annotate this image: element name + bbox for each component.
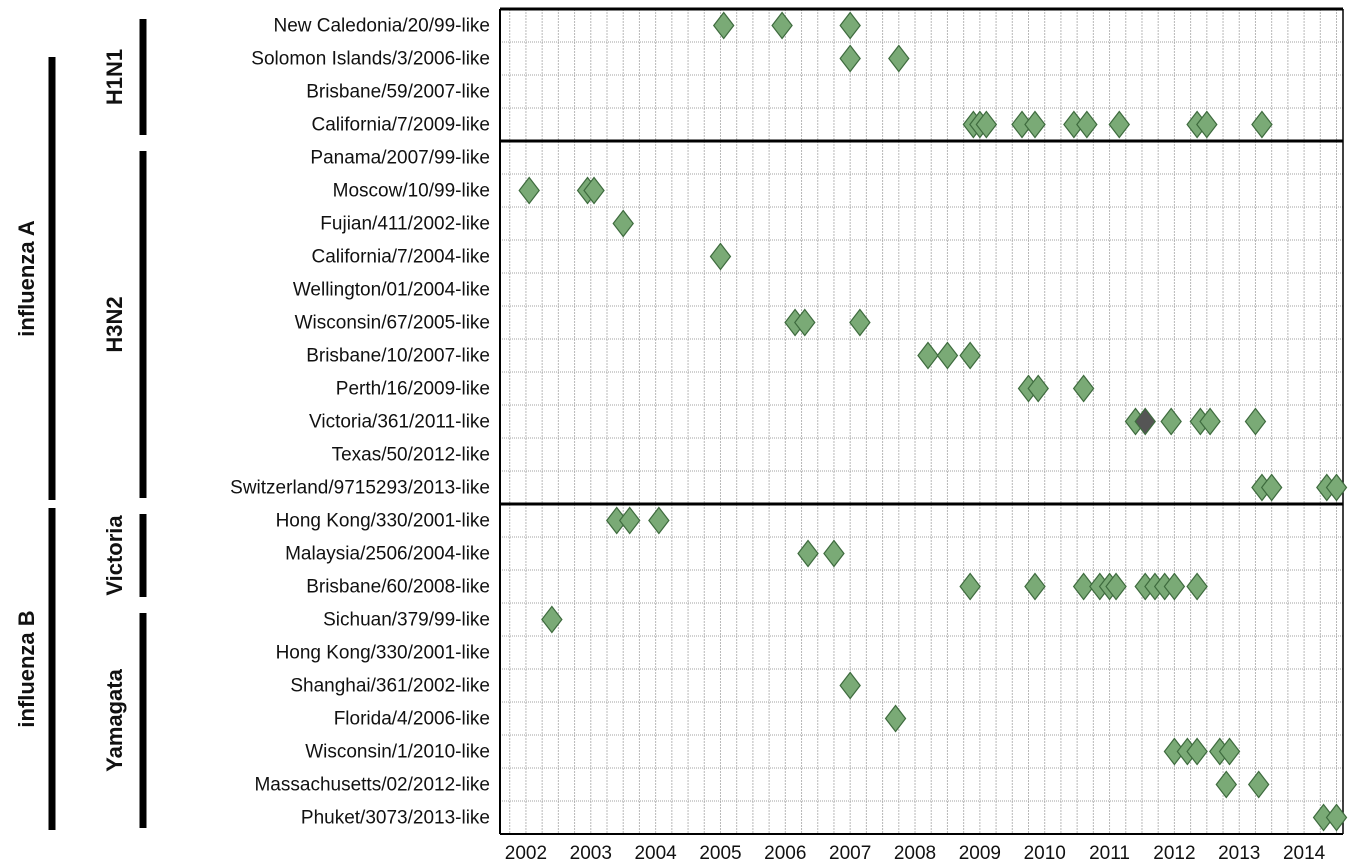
row-label: Sichuan/379/99-like: [323, 610, 490, 631]
diamond-marker: [823, 539, 845, 568]
row-label: Shanghai/361/2002-like: [290, 676, 490, 697]
row-label: Switzerland/9715293/2013-like: [230, 478, 490, 499]
diamond-marker: [959, 341, 981, 370]
x-tick-label: 2006: [764, 843, 806, 863]
diamond-marker: [839, 11, 861, 40]
row-label: Malaysia/2506/2004-like: [285, 544, 490, 565]
diamond-marker: [1260, 473, 1283, 502]
diamond-marker: [839, 671, 861, 700]
diamond-marker: [1218, 737, 1241, 766]
diamond-marker: [1325, 473, 1348, 502]
diamond-marker: [709, 242, 732, 271]
diamond-marker: [1108, 110, 1131, 139]
diamond-marker: [1072, 374, 1095, 403]
diamond-marker: [959, 572, 981, 601]
diamond-marker: [1024, 110, 1046, 139]
diamond-marker: [518, 176, 540, 205]
diamond-marker: [1247, 770, 1270, 799]
diamond-marker: [1196, 110, 1218, 139]
x-tick-label: 2002: [505, 843, 547, 863]
group-label: influenza B: [14, 610, 39, 727]
row-label: Wisconsin/1/2010-like: [305, 742, 490, 763]
diamond-marker: [888, 44, 910, 73]
row-label: Victoria/361/2011-like: [309, 412, 490, 433]
x-tick-label: 2010: [1024, 843, 1066, 863]
x-tick-label: 2009: [959, 843, 1001, 863]
x-tick-label: 2004: [634, 843, 677, 863]
diamond-marker: [1105, 572, 1127, 601]
row-label: Moscow/10/99-like: [333, 181, 490, 202]
diamond-marker: [794, 308, 816, 337]
diamond-marker: [1215, 770, 1238, 799]
diamond-marker: [541, 605, 563, 634]
subgroup-label: Victoria: [102, 515, 127, 596]
diamond-marker: [936, 341, 959, 370]
row-label: California/7/2009-like: [312, 115, 491, 136]
row-label: Phuket/3073/2013-like: [301, 808, 490, 829]
diamond-marker: [1199, 407, 1221, 436]
diamond-marker: [849, 308, 871, 337]
diamond-marker: [975, 110, 998, 139]
row-label: Massachusetts/02/2012-like: [254, 775, 490, 796]
diamond-marker: [712, 11, 735, 40]
diamond-marker: [1251, 110, 1273, 139]
row-label: Panama/2007/99-like: [310, 148, 490, 169]
diamond-marker: [917, 341, 939, 370]
x-tick-label: 2008: [894, 843, 936, 863]
row-label: Brisbane/10/2007-like: [306, 346, 490, 367]
x-tick-label: 2005: [699, 843, 741, 863]
row-label: Texas/50/2012-like: [332, 445, 490, 466]
diamond-marker: [618, 506, 641, 535]
x-tick-label: 2003: [570, 843, 612, 863]
x-tick-label: 2013: [1218, 843, 1260, 863]
row-label: Solomon Islands/3/2006-like: [251, 49, 490, 70]
diamond-marker: [839, 44, 861, 73]
diamond-marker: [1244, 407, 1267, 436]
diamond-marker: [1325, 803, 1348, 832]
x-tick-label: 2007: [829, 843, 871, 863]
row-label: Hong Kong/330/2001-like: [276, 643, 490, 664]
diamond-marker: [1024, 572, 1046, 601]
row-label: Brisbane/60/2008-like: [306, 577, 490, 598]
diamond-marker: [1163, 572, 1186, 601]
diamond-marker: [648, 506, 670, 535]
group-label: influenza A: [14, 220, 39, 337]
diamond-marker: [612, 209, 634, 238]
diamond-marker: [1076, 110, 1098, 139]
diamond-marker: [583, 176, 605, 205]
x-tick-label: 2011: [1089, 843, 1130, 863]
diamond-marker: [771, 11, 793, 40]
x-tick-label: 2014: [1283, 843, 1326, 863]
row-label: Wisconsin/67/2005-like: [295, 313, 490, 334]
row-label: Florida/4/2006-like: [334, 709, 490, 730]
subgroup-label: Yamagata: [102, 668, 127, 771]
row-label: Hong Kong/330/2001-like: [276, 511, 490, 532]
diamond-marker: [1160, 407, 1182, 436]
diamond-marker: [1186, 572, 1208, 601]
row-label: New Caledonia/20/99-like: [273, 16, 490, 37]
diamond-marker: [1027, 374, 1049, 403]
subgroup-label: H1N1: [102, 49, 127, 105]
subgroup-label: H3N2: [102, 296, 127, 352]
diamond-marker: [797, 539, 819, 568]
row-label: Brisbane/59/2007-like: [306, 82, 490, 103]
diamond-marker: [1186, 737, 1208, 766]
row-label: Fujian/411/2002-like: [320, 214, 490, 235]
highlight-diamond-marker: [1134, 407, 1156, 436]
x-tick-label: 2012: [1153, 843, 1195, 863]
row-label: Perth/16/2009-like: [336, 379, 490, 400]
row-label: Wellington/01/2004-like: [293, 280, 490, 301]
row-label: California/7/2004-like: [312, 247, 491, 268]
diamond-marker: [1072, 572, 1095, 601]
diamond-marker: [884, 704, 907, 733]
